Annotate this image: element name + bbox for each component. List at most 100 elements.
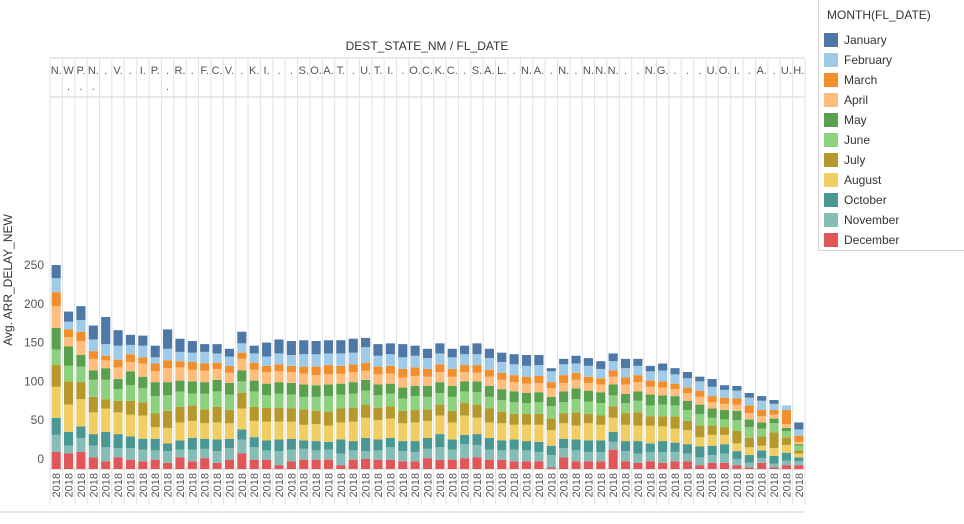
bar-segment-february[interactable]: [212, 353, 222, 363]
bar-segment-may[interactable]: [212, 379, 222, 392]
bar-segment-october[interactable]: [534, 441, 544, 452]
bar-segment-december[interactable]: [534, 461, 544, 469]
bar-segment-august[interactable]: [150, 427, 160, 439]
bar-segment-june[interactable]: [262, 395, 272, 408]
bar-segment-february[interactable]: [88, 339, 98, 352]
bar-segment-december[interactable]: [125, 459, 136, 469]
bar-segment-april[interactable]: [125, 361, 136, 372]
bar-segment-february[interactable]: [757, 400, 767, 411]
bar-segment-june[interactable]: [237, 381, 247, 393]
bar-segment-june[interactable]: [150, 396, 160, 414]
bar-segment-december[interactable]: [410, 461, 420, 469]
bar-segment-august[interactable]: [645, 425, 655, 444]
bar-segment-july[interactable]: [373, 407, 383, 421]
bar-segment-june[interactable]: [175, 391, 185, 407]
bar-segment-november[interactable]: [521, 450, 532, 462]
bar-segment-july[interactable]: [163, 410, 173, 428]
bar-segment-december[interactable]: [373, 459, 383, 469]
bar-segment-may[interactable]: [534, 392, 544, 403]
bar-segment-december[interactable]: [187, 461, 197, 469]
bar-segment-august[interactable]: [63, 404, 74, 432]
bar-segment-march[interactable]: [237, 352, 247, 359]
bar-segment-june[interactable]: [311, 396, 321, 411]
bar-segment-december[interactable]: [385, 459, 395, 469]
bar-segment-december[interactable]: [658, 462, 668, 469]
bar-segment-january[interactable]: [373, 344, 383, 356]
bar-segment-december[interactable]: [101, 461, 111, 469]
bar-segment-march[interactable]: [658, 381, 668, 388]
bar-segment-october[interactable]: [732, 451, 742, 459]
bar-segment-november[interactable]: [212, 451, 222, 463]
bar-segment-october[interactable]: [212, 439, 222, 452]
bar-segment-may[interactable]: [583, 390, 593, 402]
bar-segment-may[interactable]: [794, 444, 804, 446]
bar-segment-july[interactable]: [101, 399, 111, 409]
bar-segment-may[interactable]: [373, 384, 383, 396]
bar-segment-march[interactable]: [113, 359, 123, 368]
bar-segment-december[interactable]: [583, 461, 593, 469]
bar-segment-march[interactable]: [249, 362, 259, 370]
bar-segment-april[interactable]: [460, 372, 470, 382]
bar-segment-july[interactable]: [398, 410, 408, 424]
bar-segment-january[interactable]: [125, 334, 136, 345]
bar-segment-april[interactable]: [113, 367, 123, 380]
bar-segment-october[interactable]: [336, 439, 346, 454]
bar-segment-november[interactable]: [484, 449, 494, 460]
bar-segment-november[interactable]: [794, 461, 804, 466]
bar-segment-may[interactable]: [559, 391, 569, 403]
bar-segment-march[interactable]: [175, 361, 185, 368]
bar-segment-february[interactable]: [472, 354, 482, 366]
bar-segment-march[interactable]: [757, 410, 767, 417]
bar-segment-april[interactable]: [150, 371, 160, 383]
bar-segment-april[interactable]: [707, 402, 717, 409]
bar-segment-october[interactable]: [187, 437, 197, 450]
bar-segment-february[interactable]: [435, 353, 445, 365]
bar-segment-december[interactable]: [224, 459, 235, 469]
bar-segment-february[interactable]: [299, 354, 309, 367]
bar-segment-march[interactable]: [88, 351, 98, 359]
bar-segment-february[interactable]: [348, 352, 358, 365]
bar-segment-january[interactable]: [682, 372, 692, 379]
bar-segment-december[interactable]: [361, 458, 371, 469]
bar-segment-april[interactable]: [51, 306, 61, 328]
bar-segment-april[interactable]: [410, 375, 420, 387]
bar-segment-february[interactable]: [113, 345, 123, 360]
bar-segment-november[interactable]: [274, 451, 284, 466]
bar-segment-january[interactable]: [521, 354, 532, 366]
bar-segment-april[interactable]: [744, 413, 754, 420]
legend-item-may[interactable]: May: [824, 110, 867, 130]
bar-segment-july[interactable]: [51, 365, 61, 387]
bar-segment-march[interactable]: [398, 368, 408, 378]
bar-segment-july[interactable]: [670, 416, 680, 429]
bar-segment-october[interactable]: [719, 444, 730, 454]
bar-segment-july[interactable]: [521, 413, 532, 425]
bar-segment-may[interactable]: [472, 381, 482, 393]
bar-segment-may[interactable]: [323, 384, 334, 397]
bar-segment-february[interactable]: [460, 354, 470, 366]
bar-segment-june[interactable]: [88, 379, 98, 397]
bar-segment-february[interactable]: [138, 345, 148, 358]
bar-segment-may[interactable]: [422, 386, 433, 397]
bar-segment-november[interactable]: [373, 450, 383, 460]
bar-segment-july[interactable]: [757, 436, 767, 446]
bar-segment-november[interactable]: [237, 439, 247, 454]
bar-segment-february[interactable]: [670, 374, 680, 384]
bar-segment-may[interactable]: [410, 386, 420, 397]
bar-segment-march[interactable]: [212, 362, 222, 369]
bar-segment-december[interactable]: [138, 461, 148, 469]
bar-segment-february[interactable]: [63, 321, 74, 330]
bar-segment-october[interactable]: [224, 438, 235, 449]
bar-segment-june[interactable]: [200, 393, 210, 410]
bar-segment-august[interactable]: [299, 424, 309, 441]
bar-segment-march[interactable]: [422, 368, 433, 377]
bar-segment-july[interactable]: [249, 406, 259, 421]
bar-segment-june[interactable]: [534, 402, 544, 414]
bar-segment-june[interactable]: [460, 391, 470, 404]
bar-segment-january[interactable]: [323, 340, 334, 354]
bar-segment-april[interactable]: [534, 382, 544, 393]
bar-segment-april[interactable]: [546, 388, 556, 397]
bar-segment-may[interactable]: [719, 410, 730, 420]
bar-segment-may[interactable]: [113, 379, 123, 390]
bar-segment-may[interactable]: [695, 404, 705, 414]
bar-segment-june[interactable]: [509, 402, 519, 414]
